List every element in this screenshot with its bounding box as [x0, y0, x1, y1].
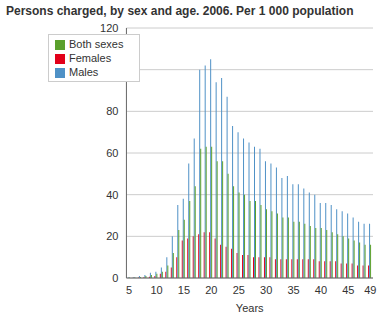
svg-text:49: 49: [364, 284, 376, 296]
svg-text:45: 45: [342, 284, 354, 296]
svg-text:100: 100: [100, 64, 118, 76]
svg-text:Years: Years: [236, 302, 264, 314]
svg-text:40: 40: [106, 189, 118, 201]
svg-text:30: 30: [260, 284, 272, 296]
svg-text:120: 120: [100, 22, 118, 34]
html-text:Both sexes: Both sexes: [69, 38, 124, 50]
html-text:Persons charged, by sex and ag: Persons charged, by sex and age. 2006. P…: [6, 4, 354, 18]
svg-text:20: 20: [106, 230, 118, 242]
svg-text:0: 0: [112, 272, 118, 284]
svg-text:40: 40: [315, 284, 327, 296]
html-text:Males: Males: [69, 66, 99, 78]
svg-text:15: 15: [178, 284, 190, 296]
svg-text:25: 25: [233, 284, 245, 296]
svg-text:80: 80: [106, 105, 118, 117]
svg-text:20: 20: [205, 284, 217, 296]
svg-text:35: 35: [287, 284, 299, 296]
svg-text:5: 5: [126, 284, 132, 296]
svg-text:10: 10: [150, 284, 162, 296]
svg-text:60: 60: [106, 147, 118, 159]
html-text:Females: Females: [69, 52, 112, 64]
